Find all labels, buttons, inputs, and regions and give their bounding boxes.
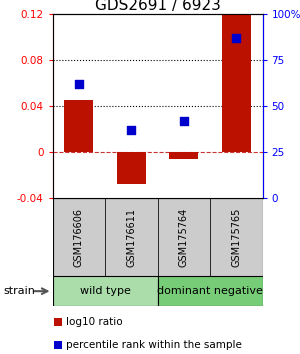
Text: log10 ratio: log10 ratio bbox=[66, 317, 123, 327]
FancyBboxPatch shape bbox=[52, 276, 158, 306]
FancyBboxPatch shape bbox=[105, 198, 158, 276]
Point bbox=[182, 118, 186, 124]
Text: wild type: wild type bbox=[80, 286, 130, 296]
FancyBboxPatch shape bbox=[210, 198, 262, 276]
FancyBboxPatch shape bbox=[52, 198, 105, 276]
Text: GSM175764: GSM175764 bbox=[179, 207, 189, 267]
Bar bbox=[64, 101, 93, 152]
Text: dominant negative: dominant negative bbox=[157, 286, 263, 296]
FancyBboxPatch shape bbox=[158, 276, 262, 306]
Point bbox=[76, 81, 81, 87]
Title: GDS2691 / 6923: GDS2691 / 6923 bbox=[94, 0, 220, 13]
FancyBboxPatch shape bbox=[158, 198, 210, 276]
Point bbox=[234, 35, 239, 41]
Text: percentile rank within the sample: percentile rank within the sample bbox=[66, 340, 242, 350]
Text: GSM176606: GSM176606 bbox=[74, 208, 84, 267]
Bar bbox=[169, 152, 198, 159]
Point bbox=[129, 127, 134, 133]
Bar bbox=[222, 15, 251, 152]
Text: GSM175765: GSM175765 bbox=[231, 207, 241, 267]
Bar bbox=[117, 152, 146, 184]
Text: strain: strain bbox=[3, 286, 35, 296]
Text: GSM176611: GSM176611 bbox=[126, 208, 136, 267]
